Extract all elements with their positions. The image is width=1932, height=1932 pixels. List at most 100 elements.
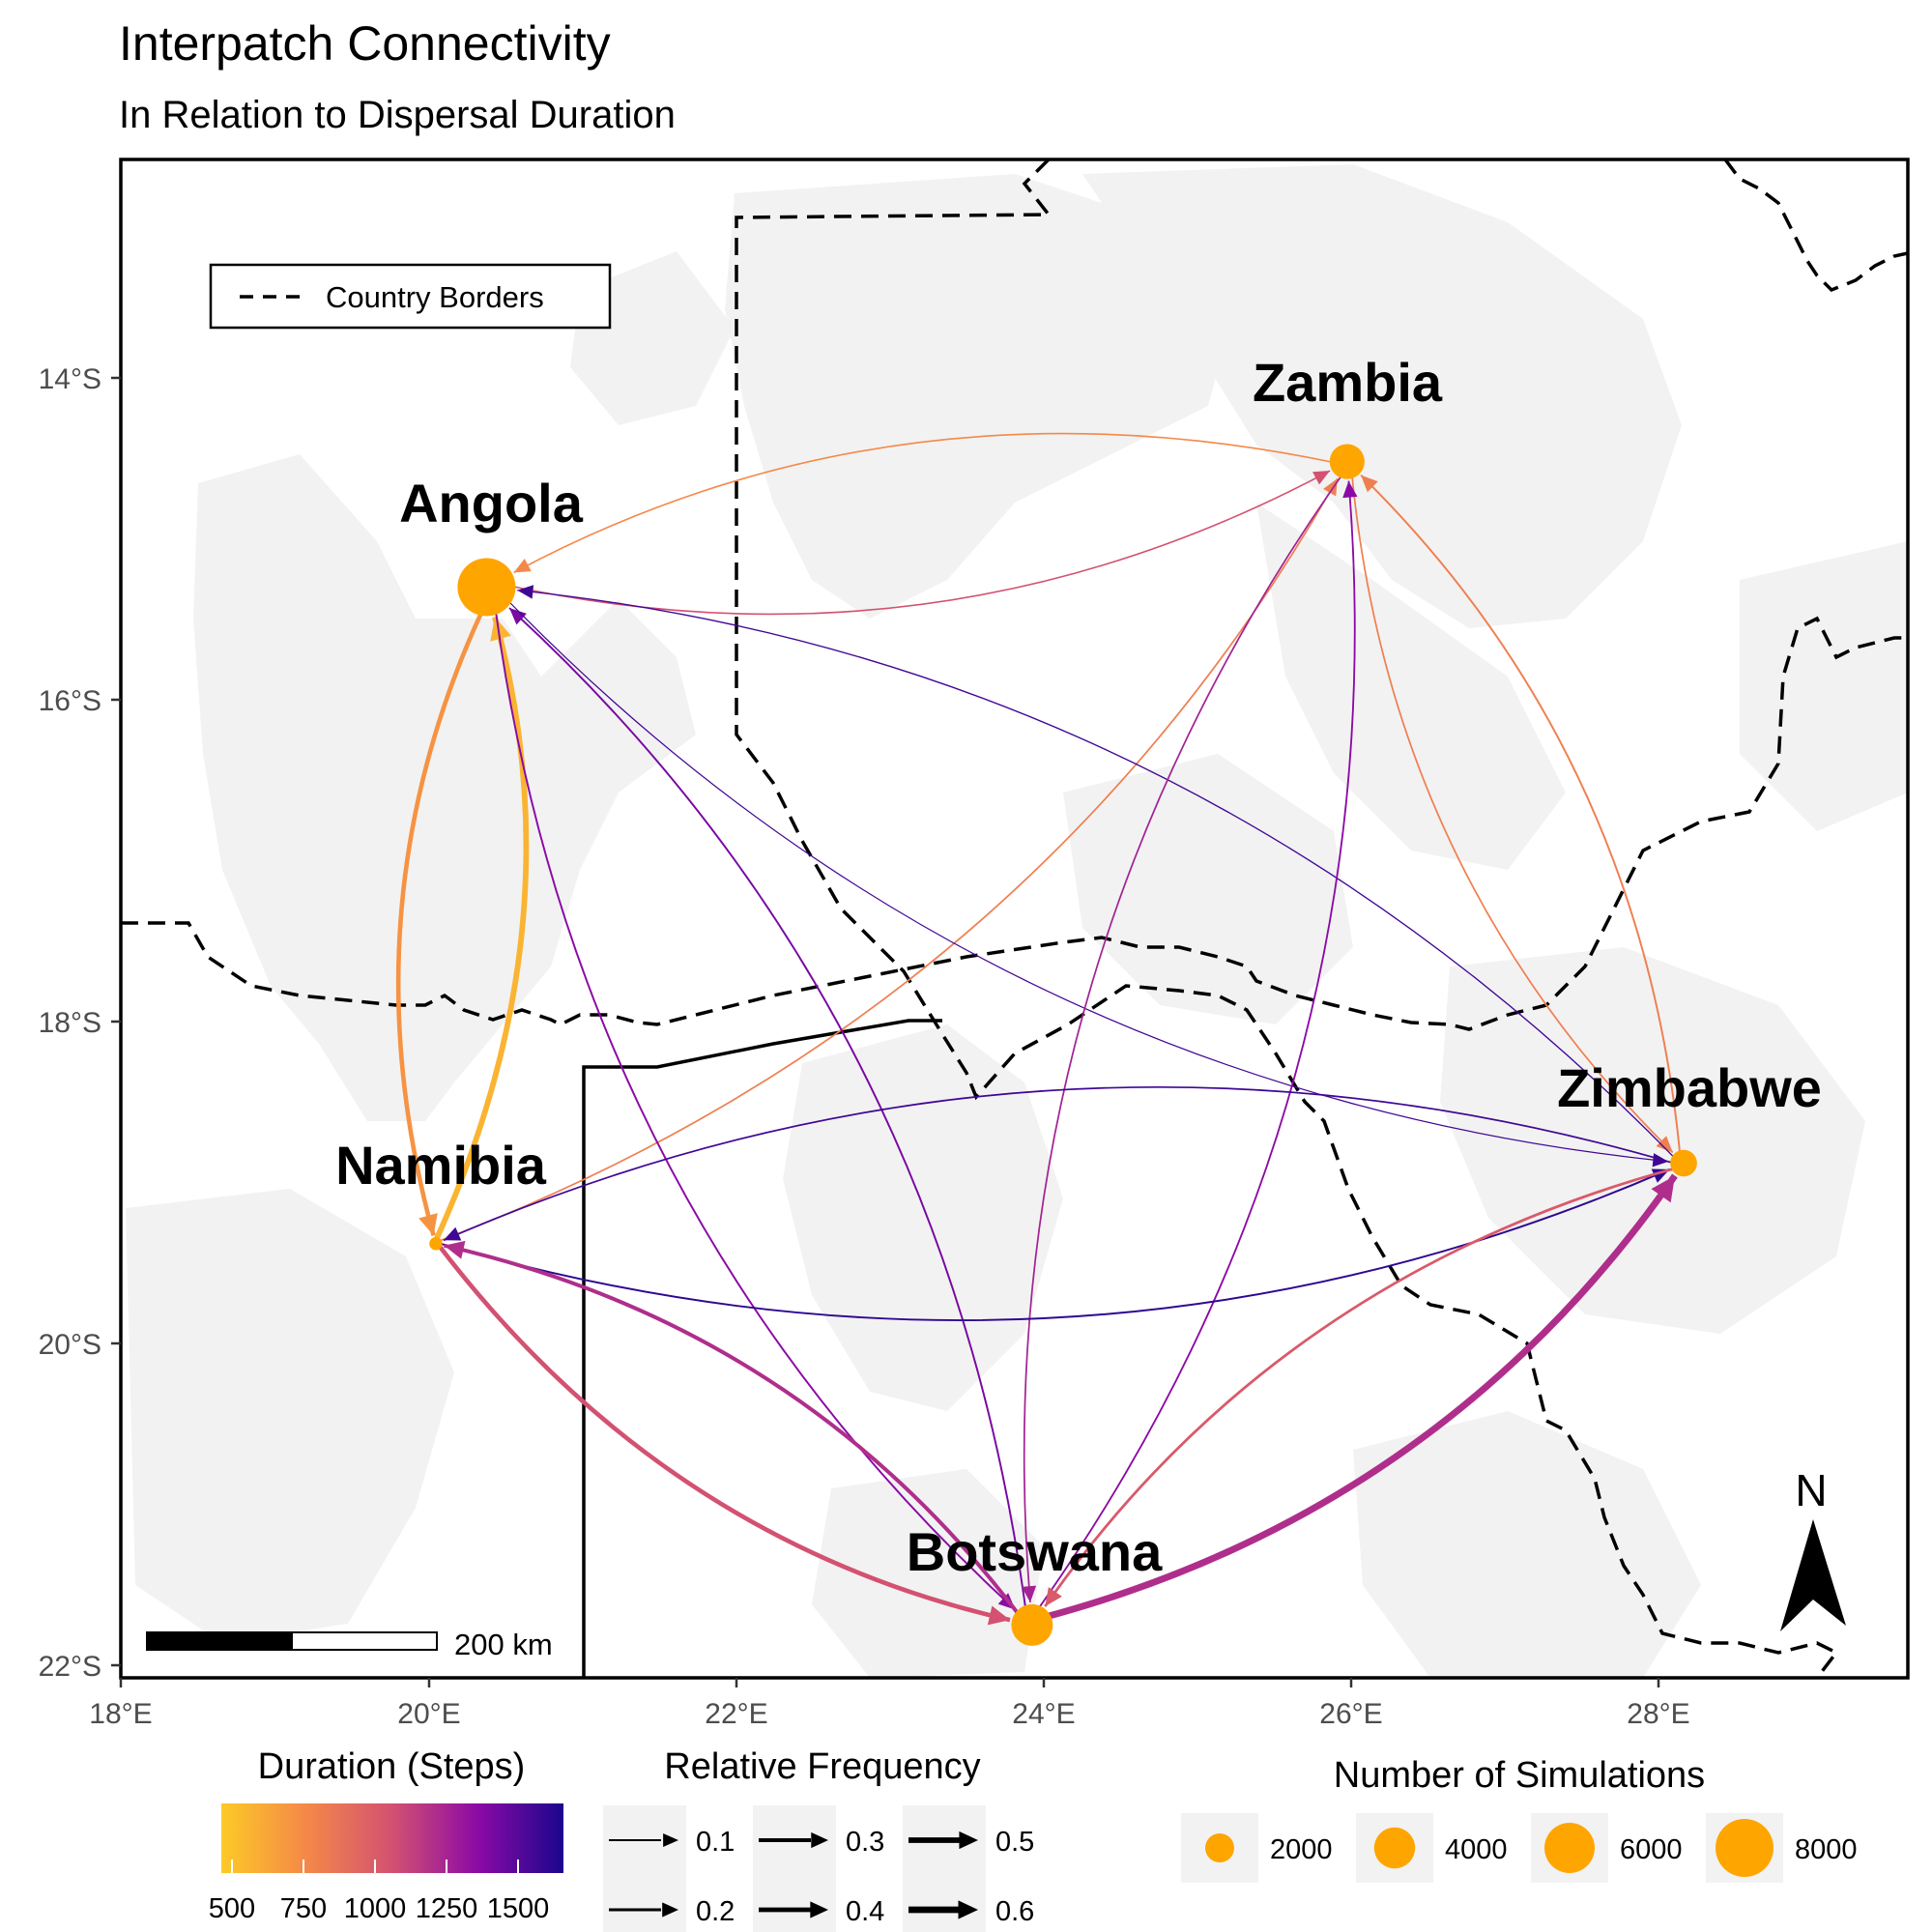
edge-angola-to-zimbabwe xyxy=(502,593,1669,1163)
land-region xyxy=(1063,754,1353,1024)
x-axis: 18°E 20°E 22°E 24°E 26°E 28°E xyxy=(89,1678,1690,1730)
land-region xyxy=(1256,503,1566,870)
land-region xyxy=(1440,947,1865,1334)
edge-arrowhead xyxy=(418,1213,438,1236)
x-tick-label: 24°E xyxy=(1012,1698,1075,1730)
edge-arrowhead xyxy=(1323,478,1338,497)
edge-arrowhead xyxy=(662,1902,678,1918)
x-tick-label: 20°E xyxy=(397,1698,460,1730)
frequency-label: 0.2 xyxy=(696,1896,735,1927)
edge-namibia-to-botswana xyxy=(437,1244,1011,1623)
border-line xyxy=(735,159,1839,1678)
edge-zambia-to-angola xyxy=(513,432,1338,574)
edge-zimbabwe-to-namibia xyxy=(443,1085,1676,1242)
label-zimbabwe: Zimbabwe xyxy=(1557,1057,1822,1118)
edge-zambia-to-zimbabwe xyxy=(1350,471,1674,1154)
simulations-key-circle xyxy=(1205,1833,1234,1862)
land-region xyxy=(126,1189,454,1643)
edge-arrowhead xyxy=(959,1831,978,1850)
x-tick-label: 26°E xyxy=(1319,1698,1382,1730)
border-legend: Country Borders xyxy=(209,263,612,330)
duration-tick-label: 1500 xyxy=(487,1893,550,1924)
frequency-label: 0.5 xyxy=(995,1827,1034,1858)
frequency-label: 0.6 xyxy=(995,1896,1034,1927)
simulations-legend: Number of Simulations 2000 4000 6000 800… xyxy=(1181,1755,1858,1883)
x-tick-label: 18°E xyxy=(89,1698,152,1730)
land-region xyxy=(1082,164,1682,628)
edge-arrowhead xyxy=(1651,1175,1675,1203)
edge-botswana-to-zimbabwe xyxy=(1041,1173,1678,1622)
duration-tick-label: 1000 xyxy=(344,1893,407,1924)
map-subtitle: In Relation to Dispersal Duration xyxy=(119,94,676,136)
edge-arrowhead xyxy=(810,1901,828,1918)
y-tick-label: 16°S xyxy=(39,685,101,717)
edge-arrowhead xyxy=(1342,480,1358,499)
duration-legend: Duration (Steps) 500 750 1000 1250 1500 xyxy=(209,1746,563,1924)
y-tick-label: 14°S xyxy=(39,363,101,395)
map-panel xyxy=(121,159,1908,1678)
label-angola: Angola xyxy=(399,473,584,533)
border-line xyxy=(582,1019,942,1678)
simulations-label: 2000 xyxy=(1270,1834,1333,1865)
y-tick-label: 18°S xyxy=(39,1007,101,1039)
label-botswana: Botswana xyxy=(907,1521,1163,1582)
edge-arrowhead xyxy=(509,608,527,625)
simulations-label: 6000 xyxy=(1620,1834,1683,1865)
patch-node-zambia xyxy=(1329,444,1365,479)
edge-arrowhead xyxy=(1361,475,1378,493)
land-region xyxy=(570,251,735,425)
edge-namibia-to-zambia xyxy=(438,477,1339,1242)
land-region xyxy=(1740,541,1908,831)
y-axis: 14°S 16°S 18°S 20°S 22°S xyxy=(39,363,121,1683)
land-region xyxy=(783,1024,1063,1411)
edge-arrowhead xyxy=(663,1832,678,1848)
simulations-label: 8000 xyxy=(1795,1834,1858,1865)
edge-arrowhead xyxy=(444,1240,466,1259)
label-zambia: Zambia xyxy=(1253,352,1443,413)
edge-botswana-to-angola xyxy=(508,607,1027,1615)
edge-arrowhead xyxy=(1312,471,1331,485)
north-arrow-icon xyxy=(1780,1519,1846,1631)
edge-arrowhead xyxy=(811,1831,828,1849)
duration-legend-title: Duration (Steps) xyxy=(258,1746,526,1787)
edge-arrowhead xyxy=(1656,1136,1673,1153)
x-tick-label: 28°E xyxy=(1627,1698,1689,1730)
north-arrow: N xyxy=(1780,1465,1846,1631)
frequency-key-bg xyxy=(603,1875,686,1932)
duration-tick-label: 500 xyxy=(209,1893,255,1924)
frequency-legend: Relative Frequency 0.1 0.2 0.3 0.4 0.5 0… xyxy=(603,1746,1034,1932)
edge-botswana-to-namibia xyxy=(443,1243,1024,1620)
y-tick-label: 20°S xyxy=(39,1329,101,1361)
edge-arrowhead xyxy=(958,1900,978,1919)
edge-arrowhead xyxy=(513,559,532,573)
edge-arrowhead xyxy=(987,1605,1010,1626)
edge-arrowhead xyxy=(1022,1585,1037,1602)
simulations-keys xyxy=(1181,1813,1783,1883)
frequency-key-bg xyxy=(903,1875,986,1932)
x-tick-label: 22°E xyxy=(705,1698,767,1730)
edge-zimbabwe-to-botswana xyxy=(1044,1166,1678,1607)
edge-arrowhead xyxy=(490,617,511,642)
border-legend-label: Country Borders xyxy=(326,280,544,314)
frequency-legend-title: Relative Frequency xyxy=(664,1746,980,1787)
edge-arrowhead xyxy=(1045,1587,1062,1607)
scale-bar-label: 200 km xyxy=(454,1628,553,1661)
frequency-label: 0.4 xyxy=(846,1896,884,1927)
land-region xyxy=(193,454,696,1121)
simulations-key-circle xyxy=(1716,1819,1773,1877)
simulations-legend-title: Number of Simulations xyxy=(1334,1755,1705,1796)
scale-bar: 200 km xyxy=(146,1628,553,1661)
edge-arrowhead xyxy=(517,585,534,599)
simulations-key-circle xyxy=(1373,1827,1416,1869)
edge-arrowhead xyxy=(443,1226,462,1241)
frequency-key-bg xyxy=(753,1875,836,1932)
land-region xyxy=(812,1469,1044,1678)
frequency-keys xyxy=(603,1805,986,1932)
duration-tick-label: 1250 xyxy=(416,1893,478,1924)
edge-namibia-to-angola xyxy=(433,616,530,1241)
north-arrow-label: N xyxy=(1795,1465,1827,1515)
frequency-label: 0.3 xyxy=(846,1827,884,1858)
border-line xyxy=(1723,159,1908,293)
edge-angola-to-botswana xyxy=(493,602,1017,1611)
